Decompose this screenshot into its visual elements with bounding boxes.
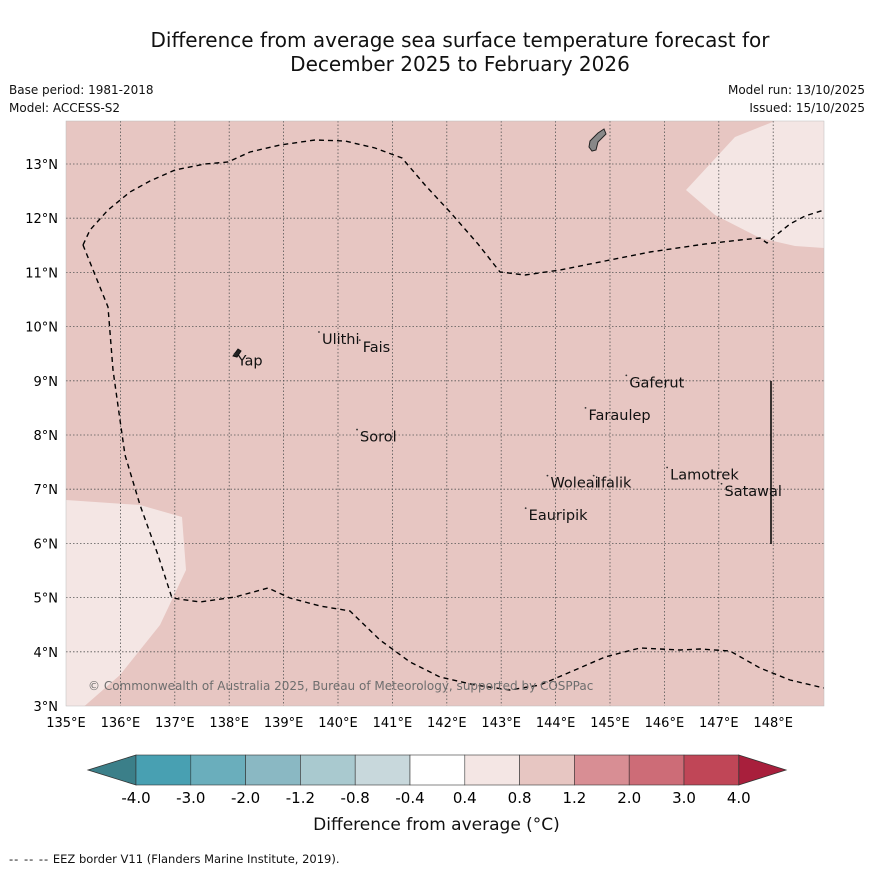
guam-landmass bbox=[588, 128, 607, 152]
latitude-axis: 3°N 4°N 5°N 6°N 7°N 8°N 9°N 10°N 11°N 12°N 13°N bbox=[25, 158, 58, 715]
eez-line-symbol: -- -- -- bbox=[9, 852, 50, 866]
colorbar-tick-label: 3.0 bbox=[672, 789, 696, 807]
colorbar-tick-label: 0.4 bbox=[453, 789, 477, 807]
lat-tick-label: 6°N bbox=[34, 537, 59, 552]
lat-tick-label: 9°N bbox=[34, 375, 59, 390]
lon-tick-label: 145°E bbox=[590, 716, 630, 731]
lon-tick-label: 137°E bbox=[155, 716, 195, 731]
model-name: Model: ACCESS-S2 bbox=[9, 101, 121, 115]
lon-tick-label: 148°E bbox=[753, 716, 793, 731]
colorbar-segment bbox=[628, 754, 685, 786]
island-marker bbox=[546, 474, 549, 477]
colorbar-tick-label: -0.4 bbox=[395, 789, 424, 807]
colorbar-tick-label: -3.0 bbox=[176, 789, 205, 807]
lat-tick-label: 13°N bbox=[25, 158, 58, 173]
colorbar-tick-label: 2.0 bbox=[617, 789, 641, 807]
colorbar-tick-label: -4.0 bbox=[121, 789, 150, 807]
map-title: Difference from average sea surface temp… bbox=[60, 28, 860, 76]
lat-tick-label: 8°N bbox=[34, 429, 59, 444]
island-marker bbox=[666, 466, 669, 469]
colorbar-tick-label: 4.0 bbox=[727, 789, 751, 807]
lon-tick-label: 142°E bbox=[427, 716, 467, 731]
place-label: Woleai bbox=[550, 476, 598, 492]
place-label: Ulithi bbox=[322, 332, 360, 348]
island-marker bbox=[625, 374, 628, 377]
colorbar-label: Difference from average (°C) bbox=[313, 815, 560, 835]
lat-tick-label: 7°N bbox=[34, 483, 59, 498]
colorbar: -4.0 -3.0 -2.0 -1.2 -0.8 -0.4 0.4 0.8 1.2 2.0 3.0 4… bbox=[86, 754, 788, 807]
colorbar-segment bbox=[464, 754, 520, 786]
meta-left: Base period: 1981-2018 Model: ACCESS-S2 bbox=[9, 81, 154, 117]
meta-right: Model run: 13/10/2025 Issued: 15/10/2025 bbox=[728, 81, 865, 117]
colorbar-segment bbox=[300, 754, 356, 786]
colorbar-segment bbox=[190, 754, 246, 786]
place-label: Sorol bbox=[360, 430, 397, 446]
place-label: Eauripik bbox=[529, 508, 588, 524]
lon-tick-label: 136°E bbox=[101, 716, 141, 731]
place-label: Faraulep bbox=[589, 408, 651, 424]
place-label: Yap bbox=[237, 354, 263, 370]
island-marker bbox=[356, 428, 358, 431]
lon-tick-label: 141°E bbox=[373, 716, 413, 731]
island-marker bbox=[720, 482, 723, 485]
colorbar-segment bbox=[245, 754, 301, 786]
colorbar-min-arrow bbox=[86, 754, 137, 786]
island-marker bbox=[318, 331, 320, 333]
lat-tick-label: 10°N bbox=[25, 321, 58, 336]
lat-tick-label: 3°N bbox=[34, 700, 59, 715]
base-period: Base period: 1981-2018 bbox=[9, 83, 154, 97]
eez-legend-text: EEZ border V11 (Flanders Marine Institut… bbox=[52, 852, 340, 866]
lon-tick-label: 143°E bbox=[481, 716, 521, 731]
graticule bbox=[66, 121, 824, 706]
model-run: Model run: 13/10/2025 bbox=[727, 83, 865, 97]
colorbar-tick-label: -1.2 bbox=[286, 789, 315, 807]
place-label: Fais bbox=[363, 340, 390, 356]
eez-border-north bbox=[82, 139, 824, 276]
lon-tick-label: 146°E bbox=[645, 716, 685, 731]
colorbar-tick-label: -0.8 bbox=[341, 789, 370, 807]
colorbar-segment bbox=[519, 754, 575, 786]
lon-tick-label: 140°E bbox=[318, 716, 358, 731]
lon-tick-label: 139°E bbox=[264, 716, 304, 731]
lat-tick-label: 11°N bbox=[25, 266, 58, 281]
lat-tick-label: 4°N bbox=[34, 646, 59, 661]
anomaly-patch-northeast bbox=[686, 121, 824, 248]
island-marker bbox=[358, 339, 361, 342]
place-label: Satawal bbox=[725, 484, 782, 500]
title-line-2: December 2025 to February 2026 bbox=[290, 52, 630, 76]
colorbar-segment bbox=[135, 754, 192, 786]
lon-tick-label: 135°E bbox=[46, 716, 86, 731]
island-marker bbox=[233, 352, 236, 355]
place-label: Lamotrek bbox=[670, 468, 739, 484]
colorbar-max-arrow bbox=[738, 754, 788, 786]
colorbar-tick-label: 1.2 bbox=[562, 789, 586, 807]
island-marker bbox=[592, 474, 595, 477]
colorbar-segment bbox=[409, 754, 466, 786]
colorbar-tick-label: 0.8 bbox=[508, 789, 532, 807]
colorbar-segment bbox=[683, 754, 740, 786]
copyright-text: © Commonwealth of Australia 2025, Bureau… bbox=[88, 679, 593, 693]
lat-tick-label: 5°N bbox=[34, 592, 59, 607]
yap-landmass bbox=[232, 348, 242, 358]
colorbar-segment bbox=[574, 754, 630, 786]
island-marker bbox=[584, 407, 587, 409]
colorbar-segment bbox=[354, 754, 411, 786]
lon-tick-label: 144°E bbox=[536, 716, 576, 731]
colorbar-tick-label: -2.0 bbox=[231, 789, 260, 807]
island-marker bbox=[524, 507, 527, 510]
issued-date: Issued: 15/10/2025 bbox=[749, 101, 865, 115]
place-label: Ifalik bbox=[597, 476, 632, 492]
lat-tick-label: 12°N bbox=[25, 212, 58, 227]
map-frame bbox=[65, 120, 825, 707]
lon-tick-label: 147°E bbox=[699, 716, 739, 731]
legend-footnote: -- -- -- EEZ border V11 (Flanders Marine… bbox=[9, 852, 340, 866]
longitude-axis: 135°E 136°E 137°E 138°E 139°E 140°E 141°E 142°E… bbox=[46, 716, 793, 731]
place-label: Gaferut bbox=[629, 375, 684, 391]
title-line-1: Difference from average sea surface temp… bbox=[150, 28, 770, 52]
lon-tick-label: 138°E bbox=[209, 716, 249, 731]
